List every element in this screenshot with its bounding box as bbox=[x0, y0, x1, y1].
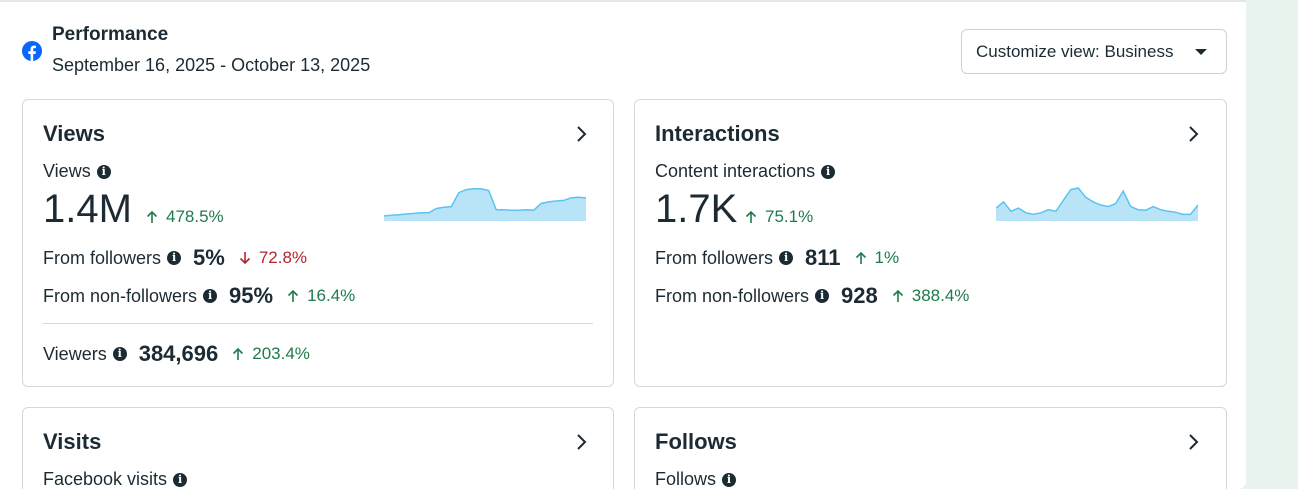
views-value: 1.4M bbox=[43, 187, 132, 231]
caret-down-icon bbox=[1195, 49, 1207, 55]
follows-metric-label: Follows i bbox=[655, 469, 737, 489]
sparkline-area bbox=[384, 188, 586, 221]
arrow-up-icon bbox=[745, 210, 757, 223]
views-metric-label: Views i bbox=[43, 161, 111, 182]
card-title: Follows bbox=[655, 429, 737, 454]
viewers-value: 384,696 bbox=[138, 341, 219, 366]
info-icon[interactable]: i bbox=[722, 472, 737, 487]
delta-text: 72.8% bbox=[258, 248, 308, 267]
from-non-followers-value: 95% bbox=[229, 283, 274, 308]
info-icon[interactable]: i bbox=[815, 289, 830, 303]
info-icon[interactable]: i bbox=[779, 251, 794, 265]
sparkline-line bbox=[996, 187, 1198, 216]
from-followers-value: 5% bbox=[193, 245, 225, 270]
interactions-delta: 75.1% bbox=[745, 207, 813, 227]
chevron-right-icon[interactable] bbox=[575, 124, 589, 144]
viewers-label: Viewers bbox=[43, 343, 107, 364]
card-title: Visits bbox=[43, 429, 102, 454]
date-range: September 16, 2025 - October 13, 2025 bbox=[52, 55, 371, 75]
chevron-right-icon[interactable] bbox=[1187, 124, 1201, 144]
from-non-followers-delta: 388.4% bbox=[892, 286, 970, 306]
arrow-up-icon bbox=[855, 251, 866, 264]
delta-text: 1% bbox=[874, 248, 900, 267]
from-non-followers-row: From non-followers i 928 388.4% bbox=[655, 283, 969, 309]
delta-text: 478.5% bbox=[166, 207, 224, 226]
page-title: Performance bbox=[52, 24, 169, 45]
interactions-value: 1.7K bbox=[655, 187, 738, 231]
visits-card[interactable]: Visits Facebook visits i bbox=[22, 407, 614, 489]
divider bbox=[43, 323, 593, 324]
arrow-up-icon bbox=[288, 289, 299, 302]
follows-card[interactable]: Follows Follows i bbox=[634, 407, 1227, 489]
info-icon[interactable]: i bbox=[821, 164, 836, 179]
customize-view-dropdown[interactable]: Customize view: Business bbox=[961, 29, 1227, 74]
from-non-followers-label: From non-followers bbox=[43, 285, 198, 306]
delta-text: 388.4% bbox=[911, 286, 970, 305]
info-icon[interactable]: i bbox=[167, 251, 182, 265]
sparkline-area bbox=[996, 188, 1198, 221]
customize-view-label: Customize view: Business bbox=[976, 41, 1174, 61]
metric-label-text: Follows bbox=[655, 469, 717, 489]
interactions-card[interactable]: Interactions Content interactions i 1.7K… bbox=[634, 99, 1227, 387]
delta-text: 16.4% bbox=[307, 286, 356, 305]
delta-text: 203.4% bbox=[252, 344, 310, 363]
facebook-icon bbox=[22, 41, 42, 61]
performance-panel: Performance September 16, 2025 - October… bbox=[0, 0, 1246, 489]
from-followers-row: From followers i 5% 72.8% bbox=[43, 245, 307, 271]
delta-text: 75.1% bbox=[765, 207, 814, 226]
info-icon[interactable]: i bbox=[203, 289, 218, 303]
arrow-up-icon bbox=[146, 210, 158, 223]
views-card[interactable]: Views Views i 1.4M 478.5% From followers… bbox=[22, 99, 614, 387]
interactions-metric-label: Content interactions i bbox=[655, 161, 836, 182]
metric-label-text: Facebook visits bbox=[43, 469, 168, 489]
sparkline-line bbox=[384, 187, 586, 217]
info-icon[interactable]: i bbox=[96, 164, 111, 179]
arrow-up-icon bbox=[233, 347, 244, 360]
from-followers-value: 811 bbox=[805, 245, 841, 270]
from-followers-label: From followers bbox=[655, 247, 774, 268]
from-followers-delta: 1% bbox=[855, 248, 900, 268]
metric-label-text: Views bbox=[43, 161, 91, 181]
from-followers-label: From followers bbox=[43, 247, 162, 268]
from-non-followers-delta: 16.4% bbox=[287, 286, 355, 306]
viewers-row: Viewers i 384,696 203.4% bbox=[43, 341, 310, 367]
from-followers-row: From followers i 811 1% bbox=[655, 245, 899, 271]
info-icon[interactable]: i bbox=[173, 472, 188, 487]
viewers-delta: 203.4% bbox=[232, 344, 310, 364]
visits-metric-label: Facebook visits i bbox=[43, 469, 188, 489]
chevron-right-icon[interactable] bbox=[575, 432, 589, 452]
from-non-followers-row: From non-followers i 95% 16.4% bbox=[43, 283, 355, 309]
card-title: Views bbox=[43, 121, 105, 146]
from-followers-delta: 72.8% bbox=[239, 248, 307, 268]
interactions-sparkline bbox=[996, 187, 1198, 221]
info-icon[interactable]: i bbox=[112, 347, 127, 361]
arrow-down-icon bbox=[239, 252, 250, 265]
from-non-followers-label: From non-followers bbox=[655, 285, 810, 306]
arrow-up-icon bbox=[892, 289, 903, 302]
metric-label-text: Content interactions bbox=[655, 161, 816, 181]
chevron-right-icon[interactable] bbox=[1187, 432, 1201, 452]
views-delta: 478.5% bbox=[146, 207, 224, 227]
card-title: Interactions bbox=[655, 121, 780, 146]
views-sparkline bbox=[384, 187, 586, 221]
from-non-followers-value: 928 bbox=[841, 283, 878, 308]
